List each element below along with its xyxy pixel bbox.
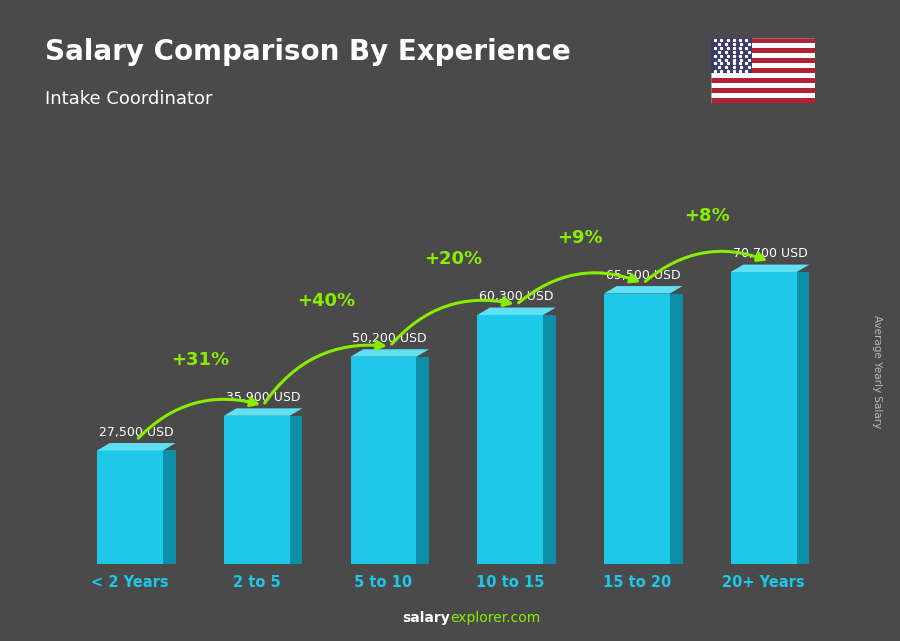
Bar: [711, 48, 814, 53]
Bar: [711, 38, 752, 73]
Bar: [97, 451, 163, 564]
Text: +31%: +31%: [171, 351, 229, 369]
Polygon shape: [604, 286, 682, 294]
Polygon shape: [224, 408, 302, 416]
Polygon shape: [543, 315, 556, 564]
Polygon shape: [350, 349, 429, 356]
Bar: [711, 73, 814, 78]
Bar: [711, 58, 814, 63]
Text: 65,500 USD: 65,500 USD: [606, 269, 680, 281]
Polygon shape: [477, 308, 556, 315]
Polygon shape: [670, 294, 682, 564]
Text: salary: salary: [402, 611, 450, 625]
Bar: [711, 38, 814, 44]
Text: Intake Coordinator: Intake Coordinator: [45, 90, 212, 108]
Bar: [224, 416, 290, 564]
Text: 70,700 USD: 70,700 USD: [733, 247, 807, 260]
Bar: [604, 294, 670, 564]
Text: +8%: +8%: [684, 207, 730, 225]
Text: Average Yearly Salary: Average Yearly Salary: [872, 315, 883, 428]
Text: +20%: +20%: [424, 250, 482, 268]
Text: +9%: +9%: [557, 229, 603, 247]
Polygon shape: [290, 416, 302, 564]
Bar: [711, 83, 814, 88]
Text: Salary Comparison By Experience: Salary Comparison By Experience: [45, 38, 571, 67]
Text: 35,900 USD: 35,900 USD: [226, 391, 301, 404]
Bar: [711, 88, 814, 93]
Text: explorer.com: explorer.com: [450, 611, 540, 625]
Bar: [711, 63, 814, 68]
Polygon shape: [731, 265, 809, 272]
Text: +40%: +40%: [297, 292, 356, 310]
Bar: [350, 356, 417, 564]
Bar: [711, 78, 814, 83]
Bar: [711, 68, 814, 73]
Polygon shape: [97, 443, 176, 451]
Polygon shape: [796, 272, 809, 564]
Bar: [711, 53, 814, 58]
Bar: [731, 272, 796, 564]
Bar: [711, 97, 814, 103]
Polygon shape: [163, 451, 176, 564]
Text: 27,500 USD: 27,500 USD: [99, 426, 174, 438]
Polygon shape: [417, 356, 429, 564]
Bar: [711, 44, 814, 48]
Text: 60,300 USD: 60,300 USD: [480, 290, 554, 303]
Text: 50,200 USD: 50,200 USD: [353, 332, 428, 345]
Bar: [477, 315, 543, 564]
Bar: [711, 93, 814, 97]
